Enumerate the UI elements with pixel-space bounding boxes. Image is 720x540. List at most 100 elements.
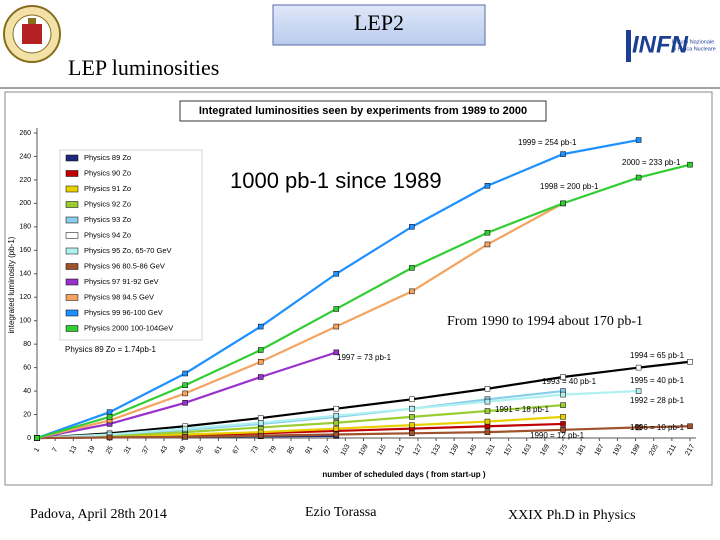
y-tick-label: 100 — [19, 318, 31, 325]
series-marker — [484, 423, 491, 430]
legend-label: Physics 93 Zo — [84, 215, 131, 224]
x-tick-label: 7 — [51, 447, 59, 454]
x-tick-label: 187 — [594, 443, 606, 457]
legend-label: Physics 98 94.5 GeV — [84, 292, 154, 301]
x-tick-label: 193 — [612, 443, 624, 457]
x-tick-label: 31 — [123, 445, 133, 455]
series-line — [36, 163, 691, 440]
header-box — [272, 4, 486, 46]
series-marker — [182, 390, 188, 397]
series-marker — [635, 364, 642, 371]
y-tick-label: 200 — [19, 200, 31, 207]
series-marker — [409, 430, 415, 437]
series-marker — [333, 405, 340, 412]
x-tick-label: 49 — [177, 445, 187, 455]
series-marker — [409, 405, 415, 412]
series-marker — [484, 183, 491, 189]
legend-swatch — [65, 154, 79, 162]
series-marker — [106, 409, 113, 415]
series-line — [36, 202, 564, 440]
legend-swatch — [65, 185, 79, 193]
series-marker — [560, 421, 566, 427]
series-marker — [560, 427, 566, 433]
annotation: 1996 = 10 pb-1 — [630, 423, 685, 432]
series-marker — [257, 347, 264, 353]
series-marker — [409, 396, 415, 403]
series-marker — [484, 429, 491, 435]
series-marker — [687, 423, 693, 430]
x-tick-label: 163 — [521, 443, 533, 457]
series-marker — [409, 422, 415, 428]
series-marker — [333, 431, 340, 438]
series-marker — [687, 161, 693, 168]
series-marker — [257, 323, 264, 330]
series-marker — [257, 420, 264, 426]
series-marker — [560, 391, 566, 398]
footer-right: XXIX Ph.D in Physics — [508, 508, 636, 523]
x-tick-label: 145 — [467, 443, 479, 457]
y-tick-label: 240 — [19, 153, 31, 160]
series-marker — [635, 424, 642, 431]
series-marker — [182, 382, 188, 388]
legend-swatch — [65, 216, 79, 224]
legend-swatch — [65, 201, 79, 208]
x-tick-label: 79 — [268, 445, 278, 455]
legend-swatch — [65, 232, 79, 239]
x-tick-label: 37 — [141, 445, 151, 455]
series-marker — [560, 414, 566, 420]
x-tick-label: 91 — [304, 445, 314, 455]
series-line — [36, 360, 691, 440]
legend-swatch — [65, 263, 79, 270]
series-marker — [687, 359, 693, 365]
series-marker — [484, 408, 491, 414]
annotation: 1997 = 73 pb-1 — [337, 353, 392, 362]
y-tick-label: 140 — [19, 271, 31, 278]
legend-box — [59, 149, 203, 341]
y-tick-label: 120 — [19, 294, 31, 301]
series-marker — [484, 229, 491, 236]
legend-swatch — [65, 325, 79, 332]
legend-swatch — [65, 247, 79, 255]
legend-swatch — [65, 278, 79, 286]
annotation: From 1990 to 1994 about 170 pb-1 — [447, 314, 643, 329]
x-tick-label: 151 — [485, 443, 497, 457]
x-tick-label: 109 — [358, 443, 370, 457]
y-tick-label: 40 — [23, 388, 31, 395]
series-marker — [560, 200, 566, 207]
annotation: 1992 = 28 pb-1 — [630, 396, 685, 405]
footer-center: Ezio Torassa — [305, 505, 377, 520]
series-marker — [560, 151, 566, 157]
series-marker — [182, 400, 188, 406]
x-tick-label: 169 — [539, 443, 551, 457]
x-tick-label: 73 — [250, 445, 260, 455]
series-line — [36, 404, 564, 440]
infn-logo: INFN Istituto Nazionale di Fisica Nuclea… — [626, 30, 716, 62]
series-marker — [635, 174, 642, 181]
series-marker — [484, 398, 491, 405]
y-tick-label: 160 — [19, 247, 31, 254]
x-tick-label: 85 — [286, 445, 296, 455]
legend-swatch — [65, 170, 79, 177]
series-marker — [484, 418, 491, 425]
legend-label: Physics 94 Zo — [84, 230, 131, 239]
chart-title-box — [179, 100, 547, 122]
x-tick-label: 43 — [159, 445, 169, 455]
series-marker — [333, 306, 340, 312]
series-marker — [333, 412, 340, 419]
y-tick-label: 220 — [19, 177, 31, 184]
series-marker — [560, 374, 566, 380]
series-marker — [333, 323, 340, 330]
slide-subtitle: LEP luminosities — [68, 55, 219, 80]
series-marker — [333, 271, 340, 277]
x-tick-label: 175 — [557, 443, 569, 457]
series-marker — [635, 388, 642, 394]
annotation: Physics 89 Zo = 1.74pb-1 — [65, 345, 156, 354]
x-tick-label: 1 — [33, 447, 41, 454]
logo-caption: Istituto Nazionale — [672, 39, 714, 45]
x-tick-label: 13 — [69, 445, 79, 455]
footer-left: Padova, April 28th 2014 — [30, 507, 167, 522]
x-tick-label: 103 — [340, 443, 352, 457]
y-axis-label: integrated luminosity (pb-1) — [7, 236, 16, 333]
y-tick-label: 180 — [19, 224, 31, 231]
